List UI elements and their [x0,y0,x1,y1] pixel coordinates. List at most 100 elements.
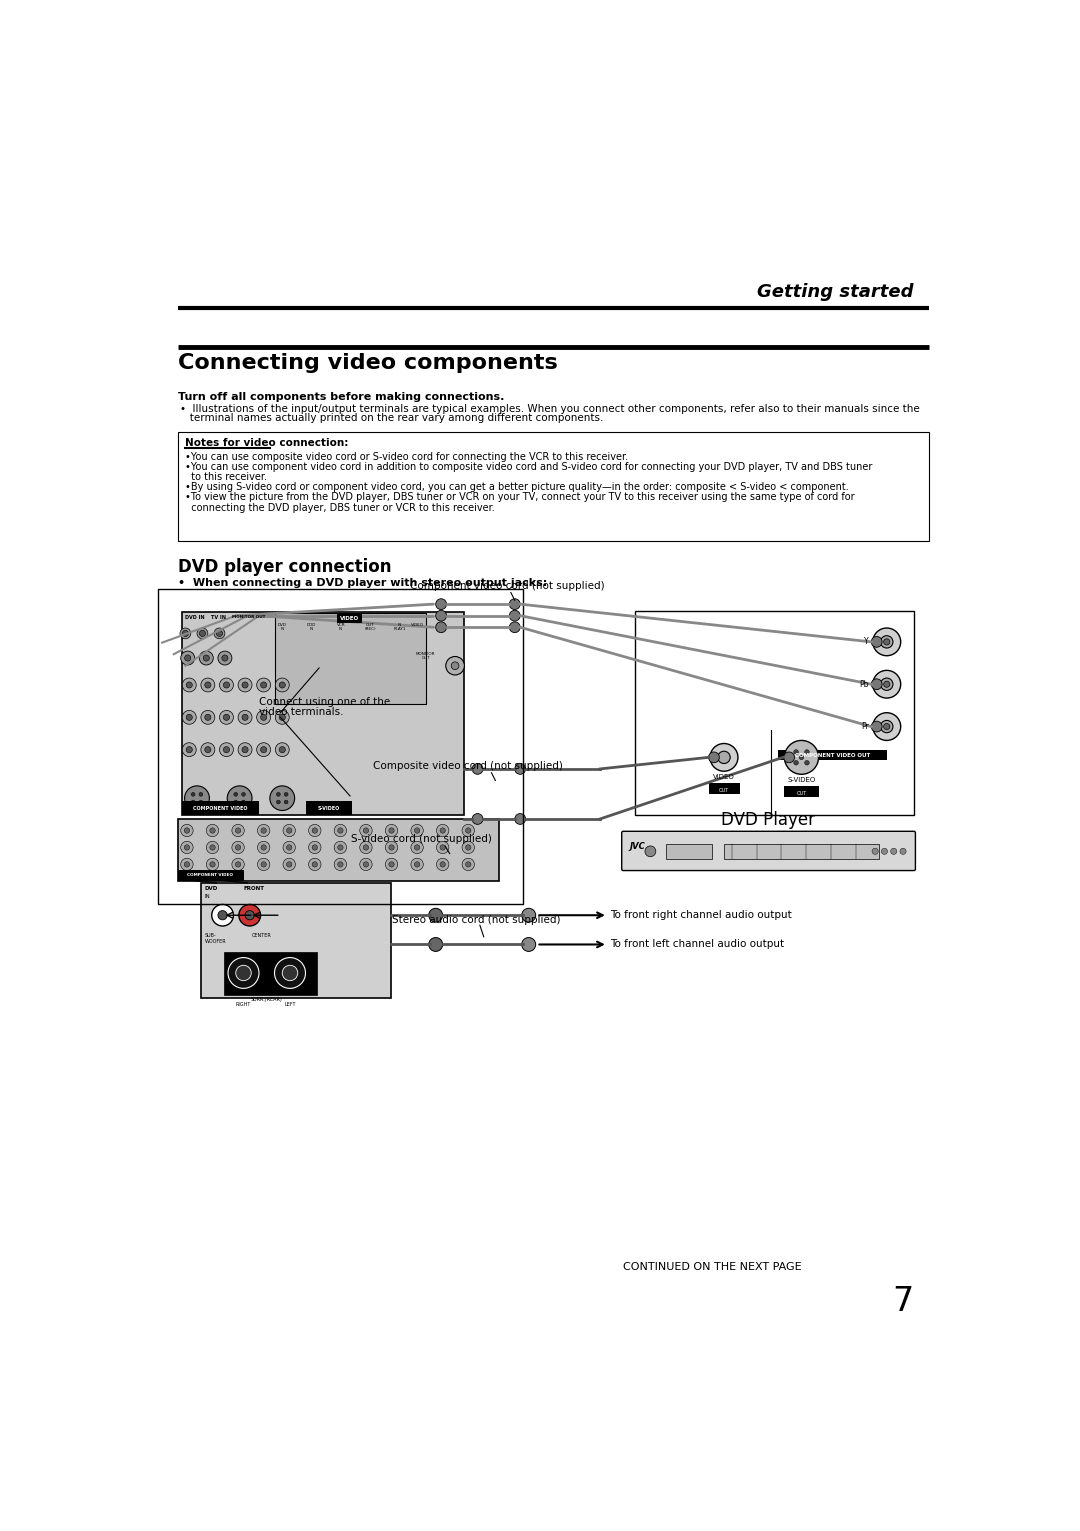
Bar [177,432,930,540]
Text: COMPONENT VIDEO OUT: COMPONENT VIDEO OUT [795,753,870,758]
Circle shape [312,828,318,833]
Circle shape [436,859,449,871]
Circle shape [522,908,536,922]
Circle shape [334,824,347,836]
Text: FRONT: FRONT [243,886,265,891]
Bar [181,612,464,814]
Circle shape [410,824,423,836]
Circle shape [881,848,888,854]
Circle shape [284,801,288,804]
Text: S-VIDEO: S-VIDEO [318,805,340,811]
Circle shape [363,862,368,867]
Circle shape [260,747,267,753]
Text: Component video cord (not supplied): Component video cord (not supplied) [409,582,605,591]
Bar [708,782,740,793]
Circle shape [210,828,215,833]
Circle shape [191,801,195,804]
Circle shape [465,845,471,850]
Circle shape [784,741,819,775]
Circle shape [363,845,368,850]
Circle shape [242,715,248,721]
Circle shape [257,859,270,871]
Circle shape [360,842,373,854]
Text: Notes for video connection:: Notes for video connection: [186,438,349,449]
Circle shape [363,828,368,833]
Circle shape [805,761,809,766]
Circle shape [360,824,373,836]
Circle shape [233,793,238,796]
Circle shape [360,859,373,871]
Text: VIDEO: VIDEO [411,623,424,626]
Circle shape [180,824,193,836]
Circle shape [276,801,281,804]
Circle shape [880,678,893,690]
Circle shape [334,842,347,854]
Circle shape [205,715,211,721]
Circle shape [203,655,210,661]
Circle shape [212,905,233,926]
Circle shape [233,801,238,804]
Circle shape [435,622,446,632]
Bar [225,952,318,995]
Circle shape [900,848,906,854]
Circle shape [873,671,901,698]
Circle shape [429,908,443,922]
Circle shape [206,859,218,871]
Circle shape [261,828,267,833]
Bar [274,614,426,704]
Circle shape [435,599,446,609]
Bar [181,801,259,814]
Text: Stereo audio cord (not supplied): Stereo audio cord (not supplied) [392,916,561,925]
Circle shape [216,631,222,637]
Circle shape [883,638,890,645]
Circle shape [510,599,521,609]
Text: •By using S-video cord or component video cord, you can get a better picture qua: •By using S-video cord or component vide… [186,482,849,493]
Circle shape [214,628,225,638]
Circle shape [794,750,798,755]
Circle shape [415,828,420,833]
Circle shape [873,628,901,655]
Circle shape [242,793,245,796]
Circle shape [286,862,292,867]
Circle shape [221,655,228,661]
Text: VCR
IN: VCR IN [337,623,346,631]
Circle shape [451,661,459,669]
Text: CONTINUED ON THE NEXT PAGE: CONTINUED ON THE NEXT PAGE [623,1262,801,1272]
Circle shape [180,859,193,871]
Text: S-video cord (not supplied): S-video cord (not supplied) [351,834,492,845]
Text: To front right channel audio output: To front right channel audio output [610,911,792,920]
Circle shape [312,862,318,867]
Text: •You can use composite video cord or S-video cord for connecting the VCR to this: •You can use composite video cord or S-v… [186,453,629,462]
Circle shape [515,813,526,824]
Text: •  Illustrations of the input/output terminals are typical examples. When you co: • Illustrations of the input/output term… [180,404,920,413]
Text: JVC: JVC [630,842,645,851]
Circle shape [199,793,203,796]
Circle shape [185,828,190,833]
Circle shape [205,681,211,687]
Circle shape [386,859,397,871]
Circle shape [275,710,289,724]
Text: to this receiver.: to this receiver. [186,473,268,482]
Circle shape [183,743,197,756]
Circle shape [276,793,281,796]
Circle shape [228,957,259,989]
Circle shape [200,651,213,664]
Text: S-VIDEO: S-VIDEO [787,778,815,784]
Circle shape [180,842,193,854]
Circle shape [199,801,203,804]
Text: •You can use component video cord in addition to composite video cord and S-vide: •You can use component video cord in add… [186,462,873,473]
Circle shape [180,651,194,664]
Circle shape [389,828,394,833]
Circle shape [238,743,252,756]
Circle shape [210,845,215,850]
Text: SUB-
WOOFER: SUB- WOOFER [205,932,227,943]
Circle shape [257,743,271,756]
Text: 7: 7 [893,1285,914,1318]
Circle shape [462,859,474,871]
Text: terminal names actually printed on the rear vary among different components.: terminal names actually printed on the r… [180,413,604,423]
Bar [724,844,879,859]
Bar [201,883,391,998]
Text: DVD Player: DVD Player [721,811,815,828]
Circle shape [257,842,270,854]
Text: TV IN: TV IN [211,615,226,620]
